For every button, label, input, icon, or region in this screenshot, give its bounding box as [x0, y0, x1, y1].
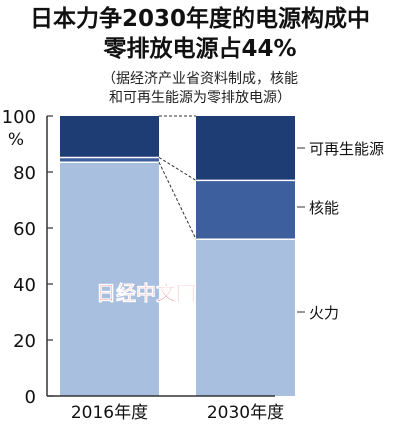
legend-label-2: 核能 [309, 199, 339, 217]
bar-segment-1-2 [60, 157, 159, 163]
x-tick-label-1: 2016年度 [71, 403, 148, 423]
y-tick-label-1: 0 [25, 387, 36, 408]
chart-title-line1: 日本力争2030年度的电源构成中 [29, 6, 370, 32]
legend-label-1: 火力 [309, 304, 339, 322]
y-tick-label-5: 80 [13, 163, 36, 184]
legend-label-3: 可再生能源 [309, 140, 384, 158]
chart-title-line2: 零排放电源占44% [103, 36, 297, 62]
watermark-text: 日经中文网 [96, 281, 196, 305]
dashed-connector-1 [158, 161, 197, 240]
bar-segment-2-1 [196, 239, 295, 396]
bar-segment-1-1 [60, 162, 159, 396]
source-note-line2: 和可再生能源为零排放电源） [109, 90, 291, 106]
dashed-connector-2 [158, 157, 197, 181]
source-note-line1: （据经济产业省资料制成，核能 [102, 71, 298, 87]
y-axis-unit: % [8, 130, 24, 150]
y-tick-label-3: 40 [13, 275, 36, 296]
y-tick-label-6: 100 [2, 107, 36, 128]
bar-segment-1-3 [60, 116, 159, 158]
y-tick-label-2: 20 [13, 331, 36, 352]
y-tick-label-4: 60 [13, 219, 36, 240]
bar-segment-2-2 [196, 180, 295, 240]
x-tick-label-2: 2030年度 [207, 403, 284, 423]
bar-segment-2-3 [196, 116, 295, 181]
